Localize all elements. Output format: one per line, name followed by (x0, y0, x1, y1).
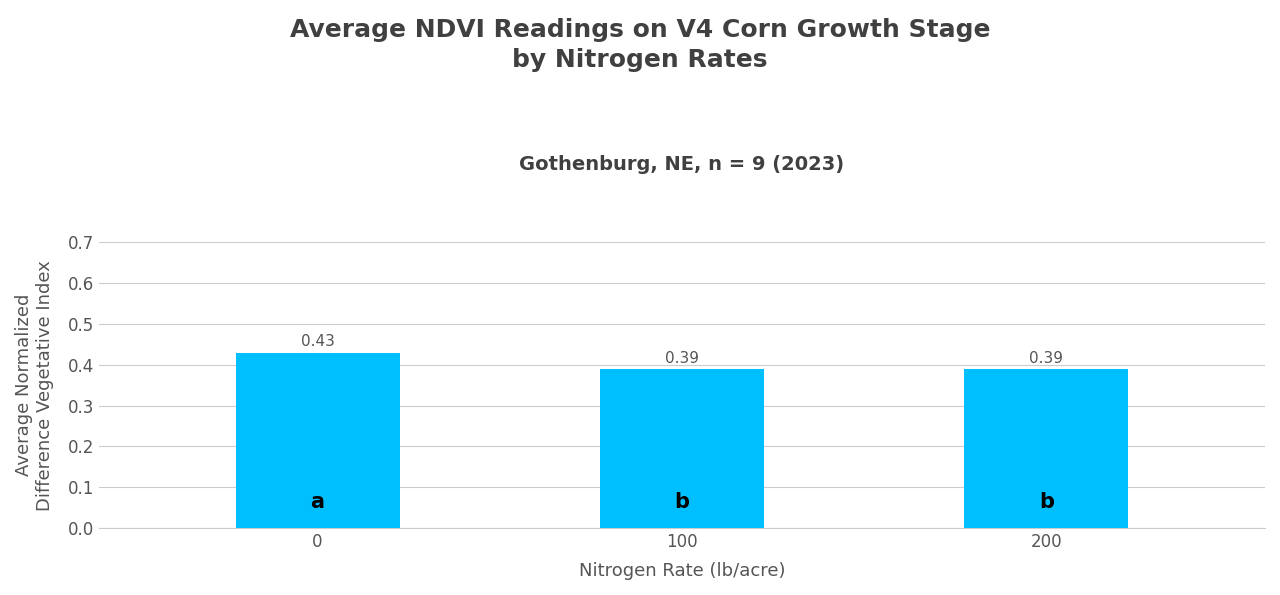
X-axis label: Nitrogen Rate (lb/acre): Nitrogen Rate (lb/acre) (579, 562, 785, 580)
Bar (236, 352, 399, 528)
Text: 0.39: 0.39 (666, 350, 699, 365)
Text: b: b (1039, 491, 1053, 512)
Text: 0.39: 0.39 (1029, 350, 1064, 365)
Text: 0.43: 0.43 (301, 334, 334, 349)
Title: Gothenburg, NE, n = 9 (2023): Gothenburg, NE, n = 9 (2023) (520, 155, 845, 174)
Text: a: a (311, 491, 325, 512)
Text: b: b (675, 491, 690, 512)
Bar (964, 369, 1129, 528)
Y-axis label: Average Normalized
Difference Vegetative Index: Average Normalized Difference Vegetative… (15, 260, 54, 511)
Text: Average NDVI Readings on V4 Corn Growth Stage
by Nitrogen Rates: Average NDVI Readings on V4 Corn Growth … (289, 18, 991, 71)
Bar (600, 369, 764, 528)
